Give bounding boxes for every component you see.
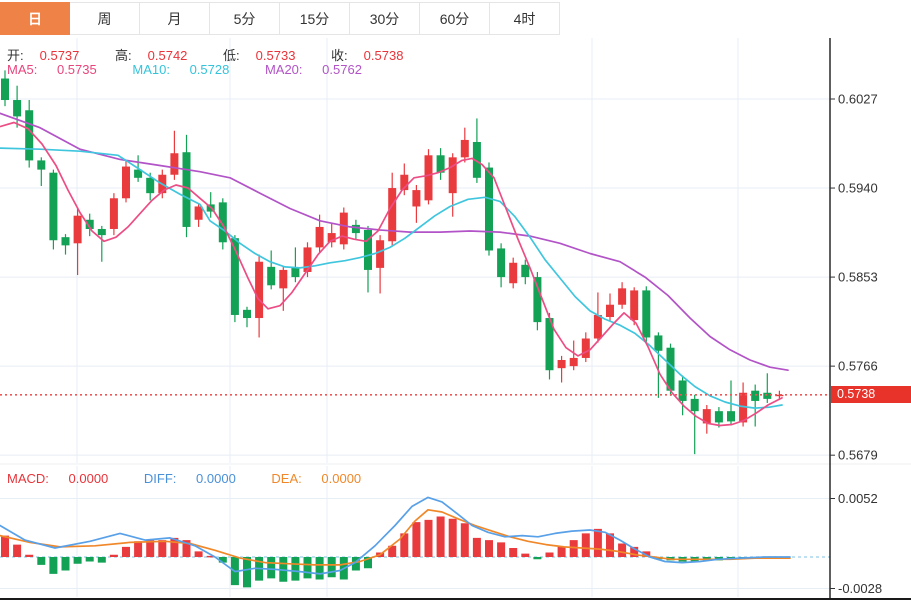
tab-5min[interactable]: 5分	[210, 2, 280, 35]
axis-tick-label: 0.0052	[838, 491, 878, 506]
axis-frame	[0, 38, 911, 600]
macd-histogram	[1, 516, 760, 588]
price-axis-labels: 0.6027 0.5940 0.5853 0.5766 0.5679 0.0052 -0.0…	[830, 92, 882, 596]
tab-week[interactable]: 周	[70, 2, 140, 35]
axis-tick-label: 0.5940	[838, 181, 878, 196]
axis-tick-label: 0.5766	[838, 359, 878, 374]
diff-line	[0, 496, 791, 575]
candles	[1, 70, 784, 455]
tab-30min[interactable]: 30分	[350, 2, 420, 35]
ma20-line	[0, 112, 789, 372]
axis-tick-label: 0.6027	[838, 92, 878, 107]
current-price-badge: 0.5738	[831, 386, 911, 404]
tab-15min[interactable]: 15分	[280, 2, 350, 35]
ma5-line	[0, 121, 783, 427]
axis-tick-label: 0.5853	[838, 270, 878, 285]
axis-tick-label: 0.5679	[838, 448, 878, 463]
period-tabbar: 日 周 月 5分 15分 30分 60分 4时	[0, 0, 911, 38]
ma10-line	[0, 147, 783, 409]
axis-tick-label: -0.0028	[838, 581, 882, 596]
tab-day[interactable]: 日	[0, 2, 70, 35]
tab-month[interactable]: 月	[140, 2, 210, 35]
tab-60min[interactable]: 60分	[420, 2, 490, 35]
tab-4hour[interactable]: 4时	[490, 2, 560, 35]
